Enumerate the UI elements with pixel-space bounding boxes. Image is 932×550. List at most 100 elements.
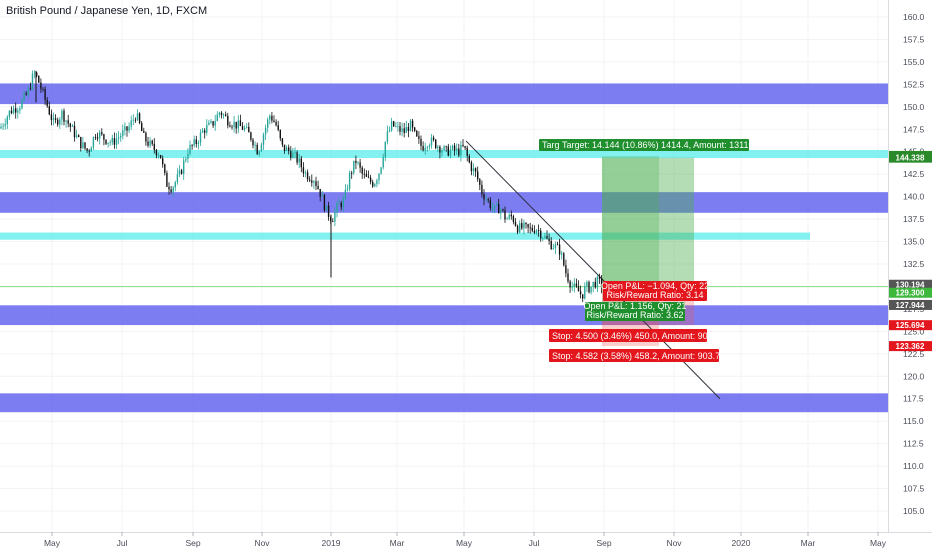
candle-body bbox=[546, 236, 548, 239]
x-tick-label: Sep bbox=[185, 538, 200, 548]
candle-body bbox=[472, 168, 475, 172]
price-badge-box bbox=[889, 279, 932, 290]
candle-body bbox=[344, 189, 347, 199]
candle-body bbox=[10, 110, 13, 114]
candle-body bbox=[65, 120, 67, 122]
candle-body bbox=[210, 121, 212, 123]
stop-label-2-box bbox=[549, 349, 719, 362]
candle-body bbox=[84, 142, 86, 149]
candle-body bbox=[479, 179, 481, 185]
candle-body bbox=[25, 93, 27, 95]
candle-body bbox=[29, 88, 32, 90]
candle-body bbox=[61, 110, 63, 120]
candle-body bbox=[338, 203, 340, 204]
candle-body bbox=[107, 142, 109, 144]
candle-body bbox=[596, 276, 599, 288]
price-badge-box bbox=[889, 152, 932, 163]
y-tick-label: 110.0 bbox=[903, 461, 924, 471]
candle-body bbox=[550, 240, 552, 250]
candle-body bbox=[48, 106, 50, 115]
candle-body bbox=[403, 128, 405, 133]
candle-body bbox=[386, 131, 389, 142]
candle-body bbox=[206, 124, 208, 133]
candle-body bbox=[204, 130, 206, 133]
price-badge-box bbox=[889, 287, 932, 298]
candle-body bbox=[424, 147, 426, 151]
candle-body bbox=[264, 127, 267, 135]
candle-body bbox=[275, 121, 277, 126]
candle-body bbox=[105, 139, 107, 144]
candle-body bbox=[416, 130, 418, 137]
candle-body bbox=[174, 182, 176, 188]
candle-body bbox=[470, 162, 473, 172]
candle-body bbox=[44, 88, 46, 100]
candle-body bbox=[449, 149, 452, 156]
candle-body bbox=[193, 139, 195, 146]
candle-body bbox=[363, 173, 365, 175]
candle-body bbox=[277, 125, 279, 130]
risk-reward-label-1-box bbox=[603, 291, 707, 301]
candle-body bbox=[185, 159, 187, 161]
candle-body bbox=[418, 136, 420, 139]
candle-body bbox=[437, 146, 439, 149]
candle-body bbox=[388, 130, 391, 132]
x-tick-label: Nov bbox=[254, 538, 270, 548]
candle-body bbox=[302, 167, 305, 174]
candle-body bbox=[126, 126, 128, 131]
candle-body bbox=[86, 148, 88, 151]
candle-body bbox=[23, 93, 25, 101]
candle-body bbox=[311, 180, 313, 183]
candle-body bbox=[132, 119, 134, 121]
risk-reward-label-2: Risk/Reward Ratio: 3.62 bbox=[586, 310, 683, 320]
candle-body bbox=[256, 144, 258, 155]
candle-body bbox=[59, 119, 61, 125]
candle-body bbox=[441, 150, 443, 153]
candle-body bbox=[6, 116, 8, 125]
candle-body bbox=[122, 130, 124, 136]
candle-body bbox=[399, 126, 401, 132]
candle-body bbox=[151, 140, 153, 144]
candle-body bbox=[500, 209, 502, 214]
candle-body bbox=[321, 195, 323, 197]
candle-body bbox=[31, 73, 34, 90]
candle-body bbox=[187, 153, 189, 160]
candle-body bbox=[351, 172, 353, 174]
x-tick-label: 2020 bbox=[732, 538, 751, 548]
candle-body bbox=[92, 137, 95, 148]
candle-body bbox=[283, 144, 286, 151]
candle-body bbox=[27, 88, 29, 95]
candle-body bbox=[46, 99, 48, 107]
candle-body bbox=[54, 118, 57, 120]
candle-body bbox=[273, 120, 275, 122]
y-tick-label: 112.5 bbox=[903, 439, 924, 449]
candle-body bbox=[267, 119, 269, 128]
candle-body bbox=[489, 200, 491, 209]
candle-body bbox=[117, 137, 120, 139]
candle-body bbox=[567, 273, 569, 282]
candle-body bbox=[250, 132, 252, 140]
candle-body bbox=[414, 127, 416, 131]
candle-body bbox=[315, 181, 317, 186]
candle-body bbox=[285, 147, 288, 151]
candle-body bbox=[248, 126, 250, 133]
candle-body bbox=[353, 160, 355, 174]
candle-body bbox=[73, 125, 76, 138]
candle-body bbox=[103, 134, 105, 140]
candle-body bbox=[432, 137, 435, 140]
candle-body bbox=[99, 132, 101, 139]
candle-body bbox=[222, 114, 225, 116]
candle-body bbox=[8, 110, 11, 117]
candle-body bbox=[468, 155, 470, 163]
candle-body bbox=[529, 227, 531, 229]
candle-body bbox=[573, 283, 575, 287]
candle-body bbox=[586, 281, 588, 287]
candle-body bbox=[229, 125, 231, 127]
key-level-zone bbox=[0, 232, 810, 240]
candle-body bbox=[460, 144, 462, 156]
candle-body bbox=[367, 176, 370, 178]
candle-body bbox=[420, 138, 422, 147]
price-badge: 127.944 bbox=[896, 301, 925, 310]
candle-body bbox=[168, 186, 170, 190]
candle-body bbox=[355, 160, 357, 163]
